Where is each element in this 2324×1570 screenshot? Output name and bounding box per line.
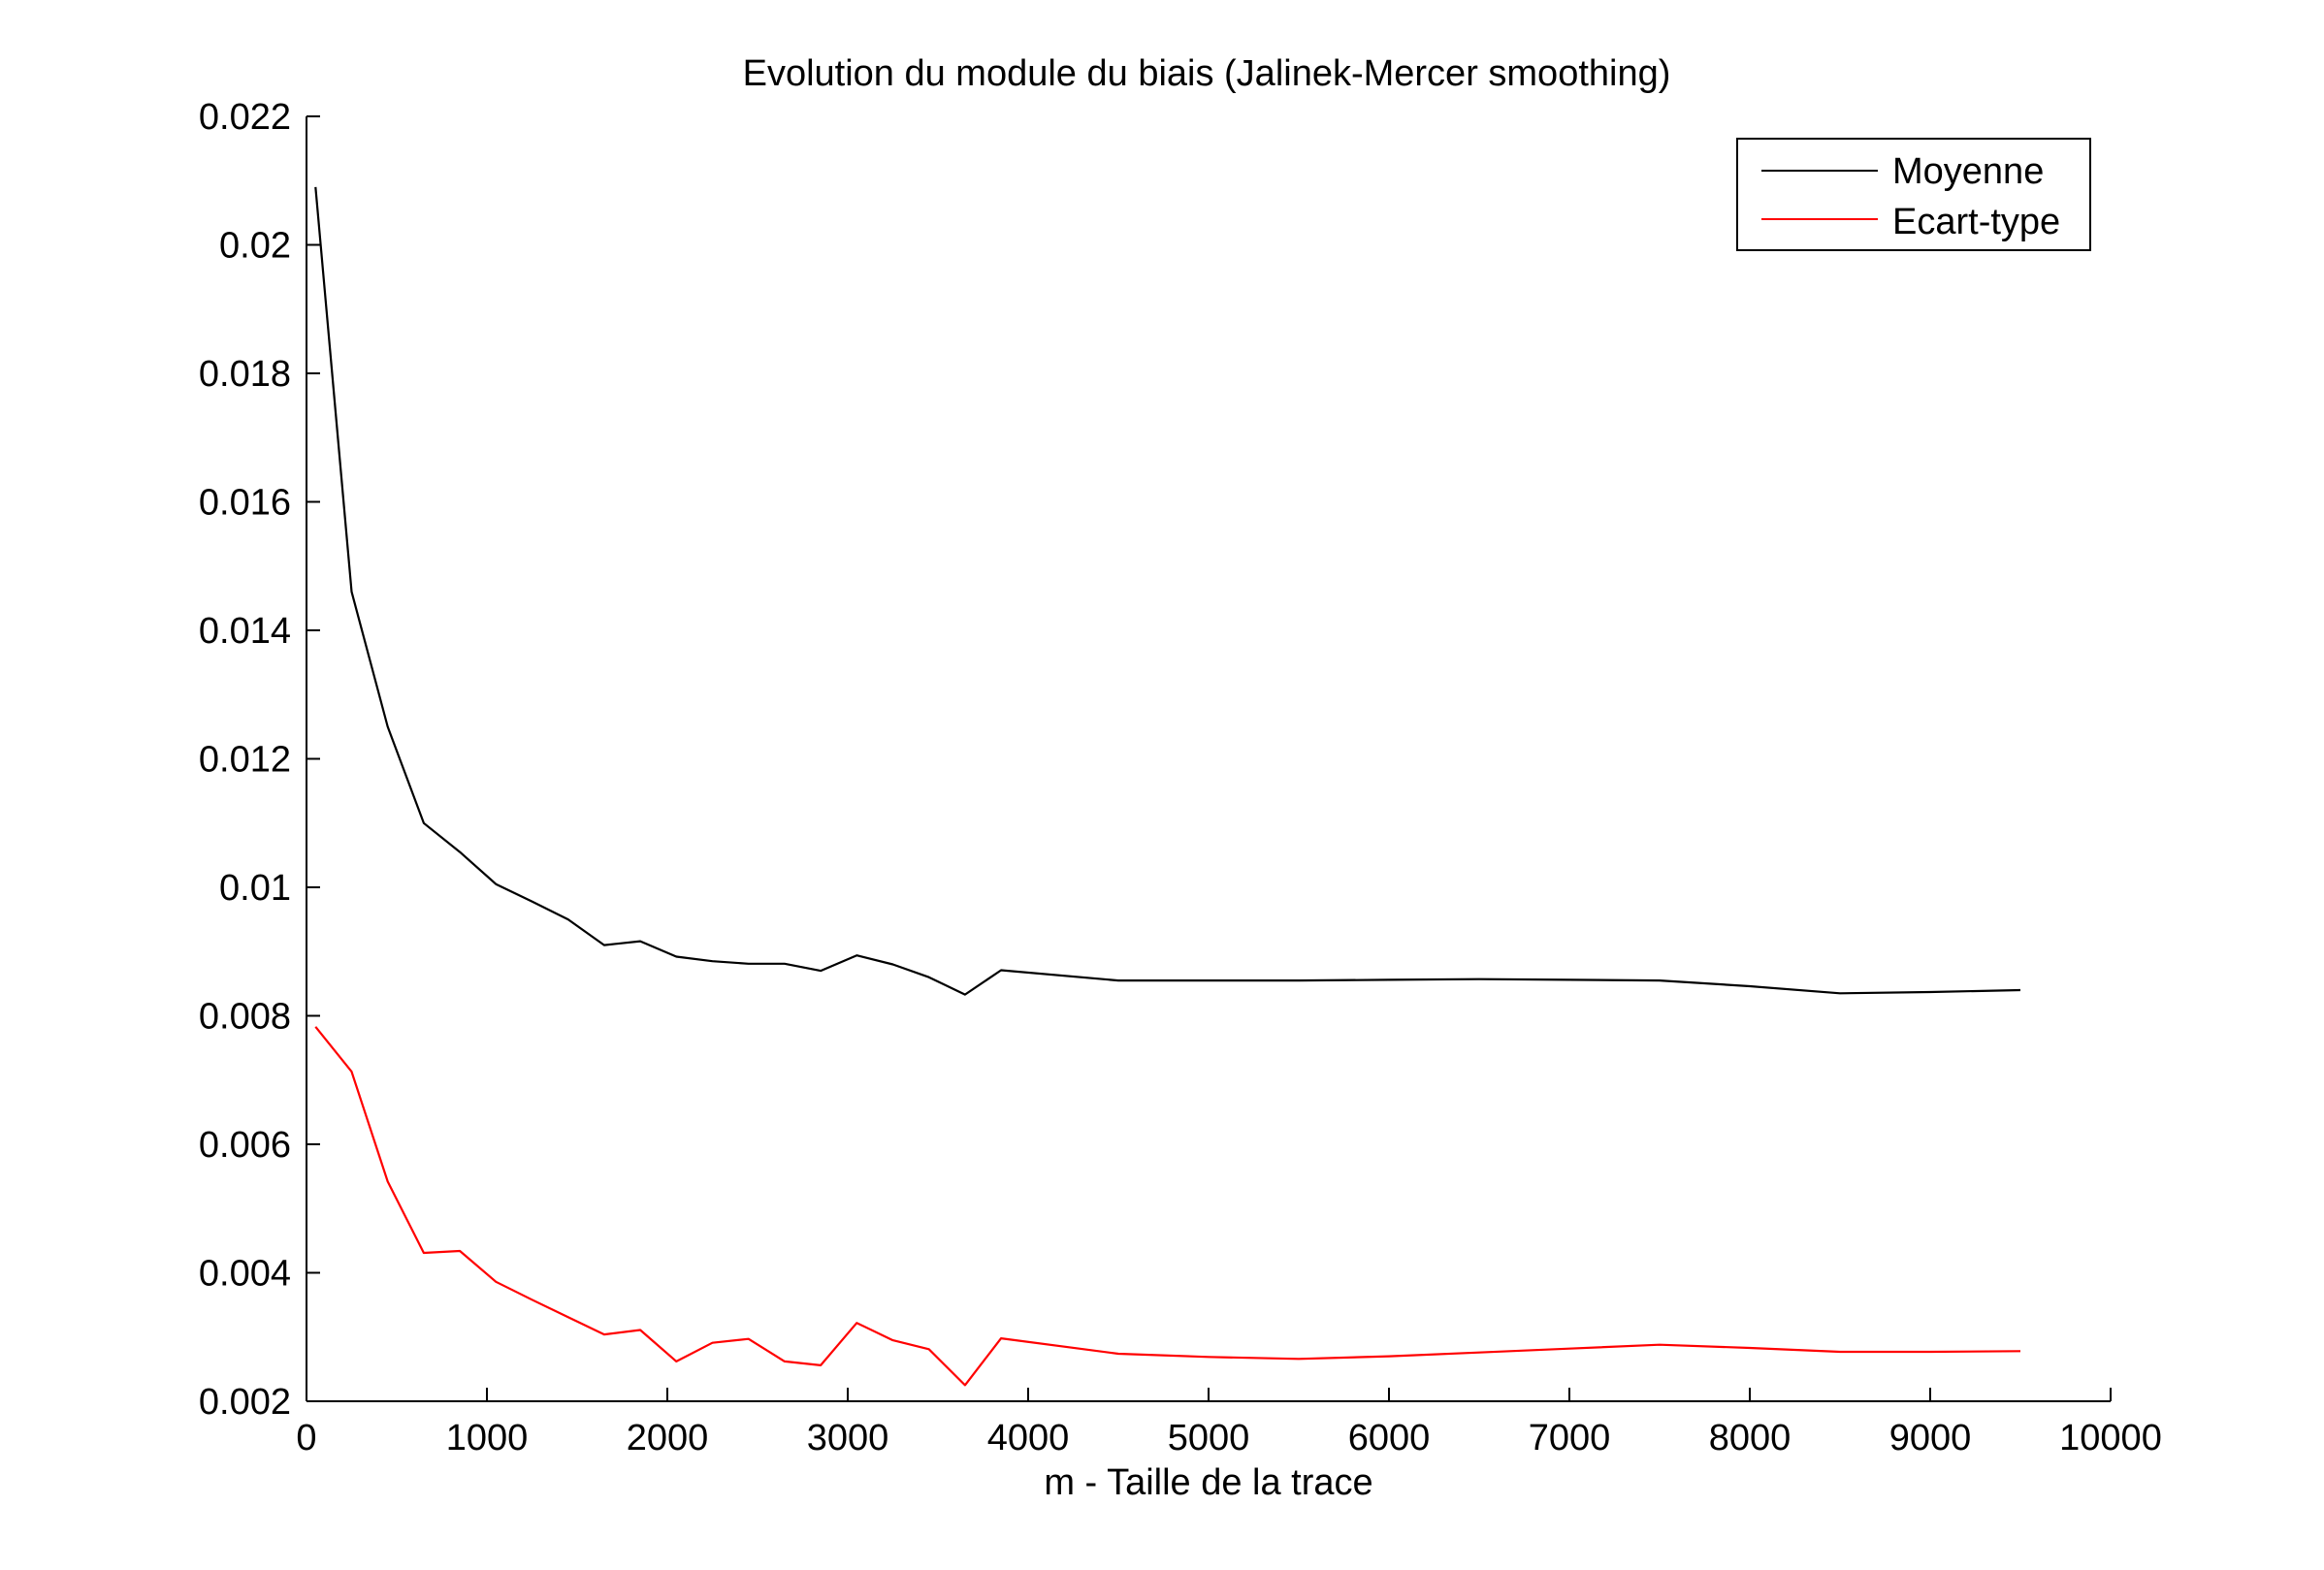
x-tick-label: 3000 (807, 1418, 889, 1458)
x-tick-label: 5000 (1168, 1418, 1250, 1458)
chart-title: Evolution du module du biais (Jalinek-Me… (743, 53, 1671, 94)
y-tick-label: 0.022 (199, 97, 291, 138)
x-tick-label: 10000 (2059, 1418, 2162, 1458)
x-tick-label: 7000 (1529, 1418, 1611, 1458)
x-tick-label: 8000 (1709, 1418, 1791, 1458)
y-tick-label: 0.016 (199, 483, 291, 524)
x-tick-label: 0 (296, 1418, 316, 1458)
y-tick-label: 0.004 (199, 1254, 291, 1295)
x-tick-label: 9000 (1889, 1418, 1972, 1458)
legend-label-moyenne: Moyenne (1892, 151, 2044, 192)
axes: 0 1000 2000 3000 4000 5000 6000 7000 8000 9000 100… (199, 97, 2162, 1458)
series-line-moyenne (314, 186, 2021, 996)
x-axis-title: m - Taille de la trace (1044, 1462, 1372, 1503)
y-axis-ticks: 0.002 0.004 0.006 0.008 0.01 0.012 0.014 0.016 0… (199, 97, 320, 1423)
y-tick-label: 0.02 (219, 226, 291, 267)
x-tick-label: 6000 (1348, 1418, 1431, 1458)
y-tick-label: 0.018 (199, 354, 291, 395)
y-tick-label: 0.01 (219, 868, 291, 909)
legend-label-ecart-type: Ecart-type (1892, 202, 2060, 242)
x-tick-label: 1000 (446, 1418, 529, 1458)
x-tick-label: 2000 (627, 1418, 709, 1458)
series-line-ecart-type (314, 1026, 2021, 1387)
series-layer (314, 186, 2021, 1387)
legend: Moyenne Ecart-type (1736, 138, 2091, 251)
legend-box (1736, 138, 2091, 251)
x-tick-label: 4000 (987, 1418, 1070, 1458)
y-tick-label: 0.002 (199, 1382, 291, 1423)
y-tick-label: 0.014 (199, 611, 291, 652)
y-tick-label: 0.006 (199, 1125, 291, 1166)
y-tick-label: 0.012 (199, 740, 291, 781)
x-axis-ticks: 0 1000 2000 3000 4000 5000 6000 7000 8000 9000 100… (296, 1388, 2162, 1458)
y-tick-label: 0.008 (199, 997, 291, 1038)
